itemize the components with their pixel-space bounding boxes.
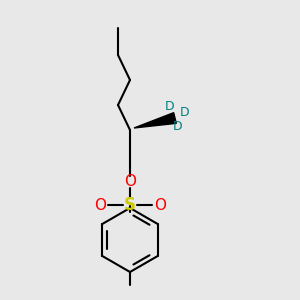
Text: O: O: [154, 197, 166, 212]
Polygon shape: [134, 113, 176, 128]
Text: O: O: [94, 197, 106, 212]
Text: D: D: [180, 106, 190, 119]
Text: D: D: [165, 100, 175, 112]
Text: D: D: [173, 121, 183, 134]
Text: S: S: [124, 196, 136, 214]
Text: O: O: [124, 175, 136, 190]
